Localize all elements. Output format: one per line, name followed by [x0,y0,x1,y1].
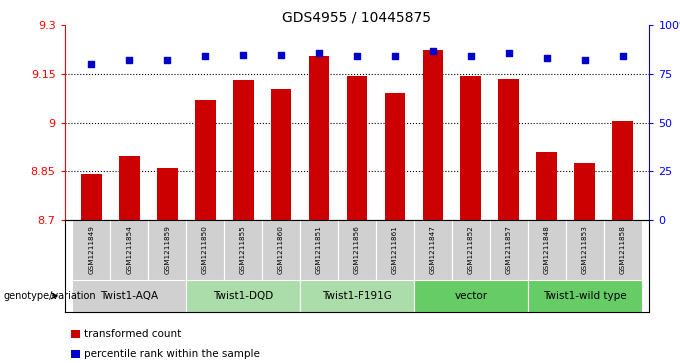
Text: vector: vector [454,291,488,301]
Point [579,57,590,63]
Bar [490,220,528,280]
Bar [528,220,566,280]
Point [428,48,439,54]
Text: GSM1211851: GSM1211851 [316,225,322,274]
Bar [566,220,604,280]
Point [237,52,248,57]
Point [503,50,514,56]
Point [617,54,628,60]
Text: GSM1211856: GSM1211856 [354,225,360,274]
Bar [72,220,110,280]
Bar [194,100,216,220]
Point [352,54,362,60]
Text: Twist1-wild type: Twist1-wild type [543,291,627,301]
Bar [376,220,414,280]
Bar [422,50,443,220]
Bar [537,152,558,220]
Text: GSM1211852: GSM1211852 [468,225,474,274]
Bar [604,220,642,280]
Text: genotype/variation: genotype/variation [3,291,96,301]
Point [313,50,324,56]
Bar [148,220,186,280]
Text: GSM1211848: GSM1211848 [544,225,550,274]
Bar [338,220,376,280]
Text: GSM1211847: GSM1211847 [430,225,436,274]
Bar [233,81,254,220]
Bar [156,168,177,220]
Text: Twist1-AQA: Twist1-AQA [100,291,158,301]
Bar [119,156,139,220]
Bar [271,89,292,220]
Bar [460,76,481,220]
Text: GSM1211860: GSM1211860 [278,225,284,274]
Text: GSM1211849: GSM1211849 [88,225,95,274]
Bar [110,220,148,280]
Text: GSM1211850: GSM1211850 [202,225,208,274]
Point [541,56,552,61]
Point [390,54,401,60]
Text: GSM1211853: GSM1211853 [582,225,588,274]
Text: percentile rank within the sample: percentile rank within the sample [84,348,260,359]
Text: Twist1-F191G: Twist1-F191G [322,291,392,301]
Text: transformed count: transformed count [84,329,181,339]
Bar [186,280,300,312]
Point [124,57,135,63]
Bar [414,220,452,280]
Bar [262,220,300,280]
Bar [300,220,338,280]
Text: GSM1211861: GSM1211861 [392,225,398,274]
Bar [224,220,262,280]
Bar [613,121,633,220]
Bar [71,350,80,358]
Bar [384,93,405,220]
Point [86,61,97,67]
Bar [81,174,101,220]
Text: GSM1211854: GSM1211854 [126,225,132,274]
Bar [186,220,224,280]
Bar [300,280,414,312]
Bar [347,76,367,220]
Bar [71,330,80,338]
Text: Twist1-DQD: Twist1-DQD [213,291,273,301]
Text: GSM1211859: GSM1211859 [164,225,170,274]
Point [466,54,477,60]
Point [162,57,173,63]
Title: GDS4955 / 10445875: GDS4955 / 10445875 [282,10,432,24]
Bar [528,280,642,312]
Text: GSM1211857: GSM1211857 [506,225,512,274]
Bar [72,280,186,312]
Bar [414,280,528,312]
Point [200,54,211,60]
Text: GSM1211858: GSM1211858 [619,225,626,274]
Point [275,52,286,57]
Bar [309,56,330,220]
Text: GSM1211855: GSM1211855 [240,225,246,274]
Bar [452,220,490,280]
Bar [575,163,595,220]
Bar [498,79,520,220]
